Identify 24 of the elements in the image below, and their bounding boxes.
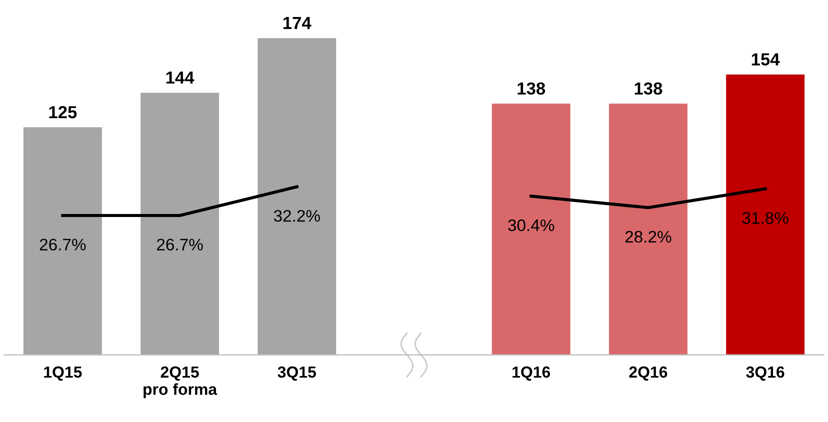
data-label: 144 <box>166 72 194 84</box>
data-label: 28.2% <box>625 230 672 243</box>
data-label: 174 <box>284 16 312 29</box>
x-tick-label: 2Q16 <box>629 366 668 381</box>
data-label: 154 <box>752 53 780 66</box>
data-label: 138 <box>634 82 662 95</box>
data-label: 125 <box>49 106 77 118</box>
bar <box>140 92 220 355</box>
data-label: 30.4% <box>508 219 554 232</box>
x-tick-label: 1Q15 <box>44 366 82 381</box>
data-label: 26.7% <box>157 238 203 250</box>
bar <box>608 104 688 355</box>
x-tick-label: 1Q16 <box>512 366 550 381</box>
bar <box>258 38 336 355</box>
data-label: 31.8% <box>742 212 788 224</box>
bar <box>726 74 805 355</box>
bar <box>492 104 570 355</box>
bar <box>23 127 102 355</box>
data-label: 26.7% <box>40 238 86 250</box>
data-label: 32.2% <box>274 210 320 222</box>
x-tick-label: 3Q15 <box>278 366 316 381</box>
data-label: 138 <box>518 82 546 95</box>
x-tick-label: 2Q15 pro forma <box>144 366 218 398</box>
x-tick-label: 3Q16 <box>746 366 784 381</box>
